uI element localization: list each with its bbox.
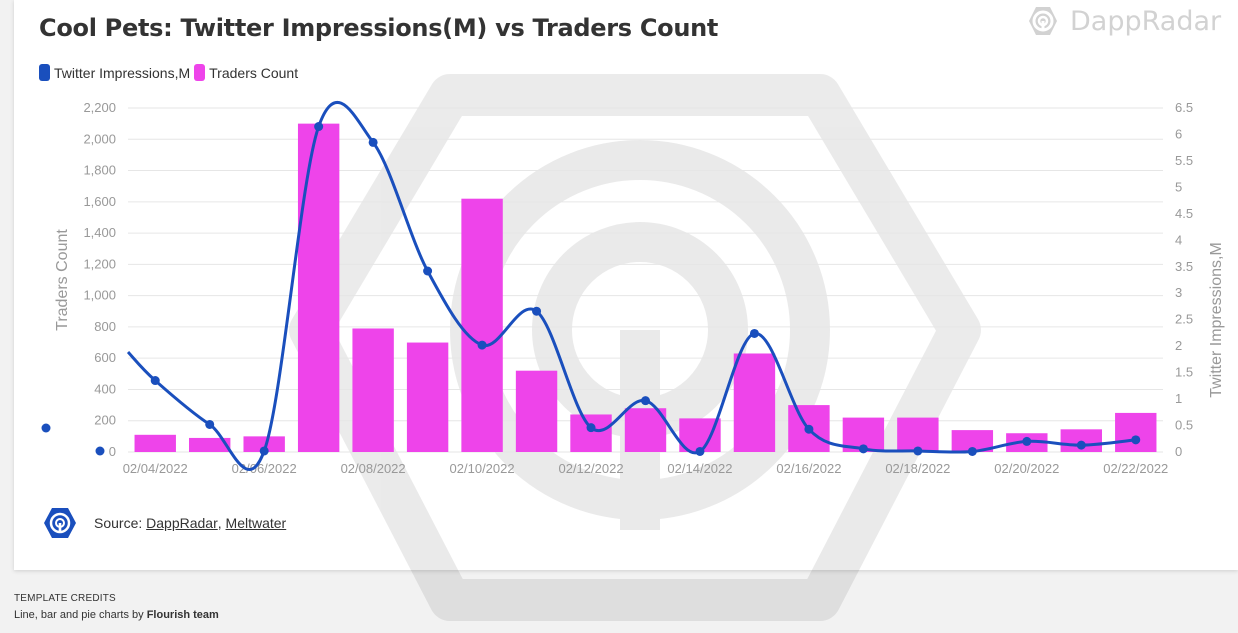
y-right-tick-label: 1.5 (1175, 365, 1193, 380)
y-left-tick-label: 1,000 (83, 288, 116, 303)
x-tick-label: 02/18/2022 (885, 461, 950, 476)
y-right-tick-label: 6 (1175, 126, 1182, 141)
point-twitter-impressions (641, 396, 650, 406)
point-twitter-impressions (368, 137, 378, 147)
point-twitter-impressions (205, 419, 215, 429)
y-right-tick-label: 3.5 (1175, 259, 1193, 274)
y-right-tick-label: 2.5 (1175, 312, 1193, 327)
credits-title: TEMPLATE CREDITS (14, 593, 116, 604)
point-twitter-impressions (1022, 436, 1032, 446)
point-twitter-impressions (913, 446, 923, 456)
legend-swatch-twitter (39, 64, 50, 81)
legend-label-traders: Traders Count (209, 64, 299, 81)
brand-name: DappRadar (1070, 5, 1222, 37)
source-separator: , (217, 515, 222, 531)
x-tick-label: 02/20/2022 (994, 461, 1059, 476)
point-twitter-impressions (477, 340, 487, 350)
bar-traders-count (243, 436, 285, 452)
bar-traders-count (134, 434, 176, 452)
template-credits: TEMPLATE CREDITS Line, bar and pie chart… (14, 591, 219, 623)
y-right-tick-label: 0 (1175, 444, 1182, 459)
dappradar-badge-icon (44, 508, 76, 538)
brand-logo: DappRadar (1026, 5, 1222, 37)
y-left-tick-label: 800 (94, 319, 116, 334)
y-right-tick-label: 1 (1175, 391, 1182, 406)
bar-traders-count (189, 437, 231, 452)
y-right-tick-label: 6.5 (1175, 100, 1193, 115)
point-twitter-impressions (532, 306, 542, 316)
chart-title: Cool Pets: Twitter Impressions(M) vs Tra… (39, 14, 719, 42)
y-left-tick-label: 1,800 (83, 163, 116, 178)
source-link-dappradar[interactable]: DappRadar (146, 515, 218, 531)
point-twitter-impressions (804, 424, 814, 434)
point-twitter-impressions (150, 376, 160, 386)
x-tick-label: 02/12/2022 (558, 461, 623, 476)
y-right-tick-label: 4 (1175, 232, 1182, 247)
credits-team[interactable]: Flourish team (146, 609, 219, 621)
y-left-tick-label: 1,200 (83, 256, 116, 271)
point-twitter-impressions (586, 423, 596, 433)
bar-traders-count (1115, 412, 1157, 452)
bar-traders-count (406, 342, 449, 452)
y-left-axis-title: Traders Count (54, 229, 71, 331)
y-right-tick-label: 5 (1175, 179, 1182, 194)
bar-traders-count (679, 418, 721, 452)
point-twitter-impressions (749, 328, 759, 338)
bar-traders-count (515, 370, 558, 452)
bar-traders-count (733, 353, 776, 452)
x-tick-label: 02/10/2022 (450, 461, 515, 476)
y-left-tick-label: 600 (94, 350, 116, 365)
point-twitter-impressions (858, 444, 868, 454)
source-note: Source: DappRadar, Meltwater (42, 505, 286, 541)
bar-traders-count (461, 198, 503, 452)
y-right-tick-label: 0.5 (1175, 418, 1193, 433)
source-link-meltwater[interactable]: Meltwater (225, 515, 287, 531)
x-tick-label: 02/06/2022 (232, 461, 297, 476)
x-tick-label: 02/14/2022 (667, 461, 732, 476)
x-tick-label: 02/08/2022 (341, 461, 406, 476)
bar-traders-count (951, 430, 994, 452)
y-left-tick-label: 0 (109, 444, 116, 459)
bar-traders-count (570, 414, 612, 452)
credits-text: Line, bar and pie charts by (14, 609, 144, 621)
bar-traders-count (352, 328, 394, 452)
legend-item-traders[interactable]: Traders Count (194, 64, 298, 81)
y-left-tick-label: 400 (94, 381, 116, 396)
bar-traders-count (624, 408, 667, 452)
chart-legend: Twitter Impressions,M Traders Count (39, 64, 302, 81)
bar-traders-count (297, 123, 340, 453)
dappradar-logo-icon (1029, 7, 1057, 35)
credits-line: Line, bar and pie charts by Flourish tea… (14, 607, 219, 623)
legend-dot (95, 446, 105, 456)
y-right-axis-title: Twitter Impressions,M (1208, 242, 1225, 398)
legend-swatch-traders (194, 64, 206, 81)
point-twitter-impressions (423, 266, 433, 276)
legend-label-twitter: Twitter Impressions,M (54, 64, 191, 81)
legend-dot (41, 423, 51, 433)
y-left-tick-label: 2,200 (83, 100, 116, 115)
point-twitter-impressions (259, 446, 269, 456)
x-tick-label: 02/16/2022 (776, 461, 841, 476)
source-prefix: Source: (94, 515, 143, 531)
point-twitter-impressions (967, 446, 977, 456)
legend-item-twitter[interactable]: Twitter Impressions,M (39, 64, 190, 81)
point-twitter-impressions (1131, 435, 1141, 445)
y-right-tick-label: 5.5 (1175, 153, 1193, 168)
x-tick-label: 02/22/2022 (1103, 461, 1168, 476)
point-twitter-impressions (1076, 440, 1086, 450)
bar-traders-count (897, 417, 939, 452)
point-twitter-impressions (695, 446, 705, 456)
y-right-tick-label: 4.5 (1175, 206, 1193, 221)
y-left-tick-label: 200 (94, 413, 116, 428)
y-left-tick-label: 1,600 (83, 194, 116, 209)
y-left-tick-label: 2,000 (83, 131, 116, 146)
x-tick-label: 02/04/2022 (123, 461, 188, 476)
y-right-tick-label: 2 (1175, 338, 1182, 353)
chart-card (14, 0, 1238, 570)
y-right-tick-label: 3 (1175, 285, 1182, 300)
y-left-tick-label: 1,400 (83, 225, 116, 240)
point-twitter-impressions (314, 122, 324, 132)
